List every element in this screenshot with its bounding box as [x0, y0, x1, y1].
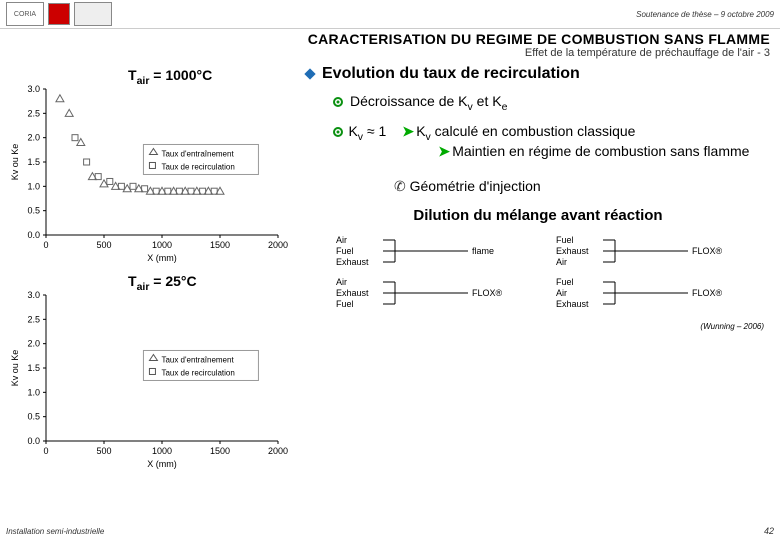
chart-bottom: 0.0 0.5 1.0 1.5 2.0 2.5 3.0 0 500 1000 1500 2000 Kv …: [8, 271, 288, 471]
svg-text:Kv ou Ke: Kv ou Ke: [10, 350, 20, 387]
footer-page: 42: [764, 526, 774, 536]
top-bar: CORIA Soutenance de thèse – 9 octobre 20…: [0, 0, 780, 29]
svg-text:2.5: 2.5: [27, 314, 40, 324]
svg-text:FLOX®: FLOX®: [692, 246, 723, 256]
svg-text:2.5: 2.5: [27, 108, 40, 118]
svg-text:Taux d'entraînement: Taux d'entraînement: [161, 355, 234, 364]
date-line: Soutenance de thèse – 9 octobre 2009: [636, 10, 774, 19]
kv-row: Kv ≈ 1 ➤ Kv calculé en combustion classi…: [332, 123, 772, 160]
svg-text:1.5: 1.5: [27, 157, 40, 167]
kv-calc-block: ➤ Kv calculé en combustion classique ➤ M…: [402, 123, 772, 160]
svg-text:500: 500: [96, 240, 111, 250]
svg-text:0.0: 0.0: [27, 436, 40, 446]
svg-text:Taux d'entraînement: Taux d'entraînement: [161, 149, 234, 158]
title-band: CARACTERISATION DU REGIME DE COMBUSTION …: [0, 29, 780, 61]
svg-text:flame: flame: [472, 246, 494, 256]
diamond-icon: [304, 68, 316, 80]
svg-text:0.5: 0.5: [27, 206, 40, 216]
maintain-text: Maintien en régime de combustion sans fl…: [452, 143, 749, 159]
logo-coria: CORIA: [6, 2, 44, 26]
flox-citation: (Wunning – 2006): [304, 322, 772, 331]
phone-icon: ✆: [394, 178, 406, 194]
svg-text:1000: 1000: [152, 240, 172, 250]
geom-row: ✆ Géométrie d'injection: [394, 178, 772, 195]
svg-text:Exhaust: Exhaust: [336, 288, 369, 298]
footer-left: Installation semi-industrielle: [6, 527, 104, 536]
svg-text:X (mm): X (mm): [147, 459, 177, 469]
left-column: Tair = 1000°C 0.0 0.5 1.0 1.5 2.0 2.5 3.0 0 500 1…: [8, 65, 288, 477]
chart-top-label: Tair = 1000°C: [128, 67, 212, 87]
svg-text:Exhaust: Exhaust: [556, 299, 589, 309]
svg-text:0.0: 0.0: [27, 230, 40, 240]
chart-top: 0.0 0.5 1.0 1.5 2.0 2.5 3.0 0 500 1000 1500 2000 Kv …: [8, 65, 288, 265]
bullet-main: Evolution du taux de recirculation: [322, 65, 580, 83]
svg-text:3.0: 3.0: [27, 290, 40, 300]
svg-text:Fuel: Fuel: [336, 299, 354, 309]
svg-text:FLOX®: FLOX®: [692, 288, 723, 298]
svg-text:2000: 2000: [268, 240, 288, 250]
svg-text:X (mm): X (mm): [147, 253, 177, 263]
svg-text:Fuel: Fuel: [556, 277, 574, 287]
svg-text:1.0: 1.0: [27, 181, 40, 191]
page-subtitle: Effet de la température de préchauffage …: [10, 47, 770, 59]
logo-row: CORIA: [6, 2, 112, 26]
bullet-sub1: Décroissance de Kv et Ke: [350, 93, 507, 113]
logo-red: [48, 3, 70, 25]
kv-approx-cell: Kv ≈ 1: [332, 123, 386, 160]
svg-text:0: 0: [43, 446, 48, 456]
chart-bottom-wrap: Tair = 25°C 0.0 0.5 1.0 1.5 2.0 2.5 3.0 0 500 100…: [8, 271, 288, 471]
svg-text:1000: 1000: [152, 446, 172, 456]
bullet-main-row: Evolution du taux de recirculation: [304, 65, 772, 83]
svg-text:1500: 1500: [210, 240, 230, 250]
circle-icon: [332, 126, 344, 138]
chart-top-wrap: Tair = 1000°C 0.0 0.5 1.0 1.5 2.0 2.5 3.0 0 500 1…: [8, 65, 288, 265]
svg-text:1.0: 1.0: [27, 387, 40, 397]
svg-text:0.5: 0.5: [27, 412, 40, 422]
svg-text:2000: 2000: [268, 446, 288, 456]
svg-text:Air: Air: [556, 288, 567, 298]
flox-left: AirFuelExhaustflameAirExhaustFuelFLOX®: [328, 230, 528, 320]
svg-text:Fuel: Fuel: [556, 235, 574, 245]
kv-approx: Kv ≈ 1: [348, 123, 386, 139]
svg-text:1.5: 1.5: [27, 363, 40, 373]
svg-text:2.0: 2.0: [27, 339, 40, 349]
logo-gray: [74, 2, 112, 26]
page-title: CARACTERISATION DU REGIME DE COMBUSTION …: [10, 31, 770, 47]
check-arrow-icon: ➤: [438, 143, 448, 160]
svg-text:Air: Air: [556, 257, 567, 267]
right-column: Evolution du taux de recirculation Décro…: [296, 65, 772, 477]
dilution-title: Dilution du mélange avant réaction: [304, 207, 772, 224]
svg-text:Air: Air: [336, 235, 347, 245]
circle-icon: [332, 96, 344, 108]
flox-diagram: AirFuelExhaustflameAirExhaustFuelFLOX® F…: [304, 230, 772, 320]
check-arrow-icon: ➤: [402, 123, 412, 140]
content-area: Tair = 1000°C 0.0 0.5 1.0 1.5 2.0 2.5 3.0 0 500 1…: [0, 61, 780, 477]
svg-text:2.0: 2.0: [27, 133, 40, 143]
svg-text:Fuel: Fuel: [336, 246, 354, 256]
svg-text:3.0: 3.0: [27, 84, 40, 94]
chart-bottom-label: Tair = 25°C: [128, 273, 197, 293]
svg-text:Air: Air: [336, 277, 347, 287]
svg-text:500: 500: [96, 446, 111, 456]
svg-text:1500: 1500: [210, 446, 230, 456]
svg-text:Kv ou Ke: Kv ou Ke: [10, 144, 20, 181]
svg-text:Exhaust: Exhaust: [556, 246, 589, 256]
bullet-sub1-row: Décroissance de Kv et Ke: [332, 93, 772, 113]
kv-calc: Kv calculé en combustion classique: [416, 123, 635, 139]
svg-text:Exhaust: Exhaust: [336, 257, 369, 267]
geom-text: Géométrie d'injection: [410, 178, 541, 194]
svg-text:Taux de recirculation: Taux de recirculation: [161, 368, 234, 377]
svg-text:FLOX®: FLOX®: [472, 288, 503, 298]
svg-text:Taux de recirculation: Taux de recirculation: [161, 162, 234, 171]
flox-right: FuelExhaustAirFLOX®FuelAirExhaustFLOX®: [548, 230, 748, 320]
svg-text:0: 0: [43, 240, 48, 250]
